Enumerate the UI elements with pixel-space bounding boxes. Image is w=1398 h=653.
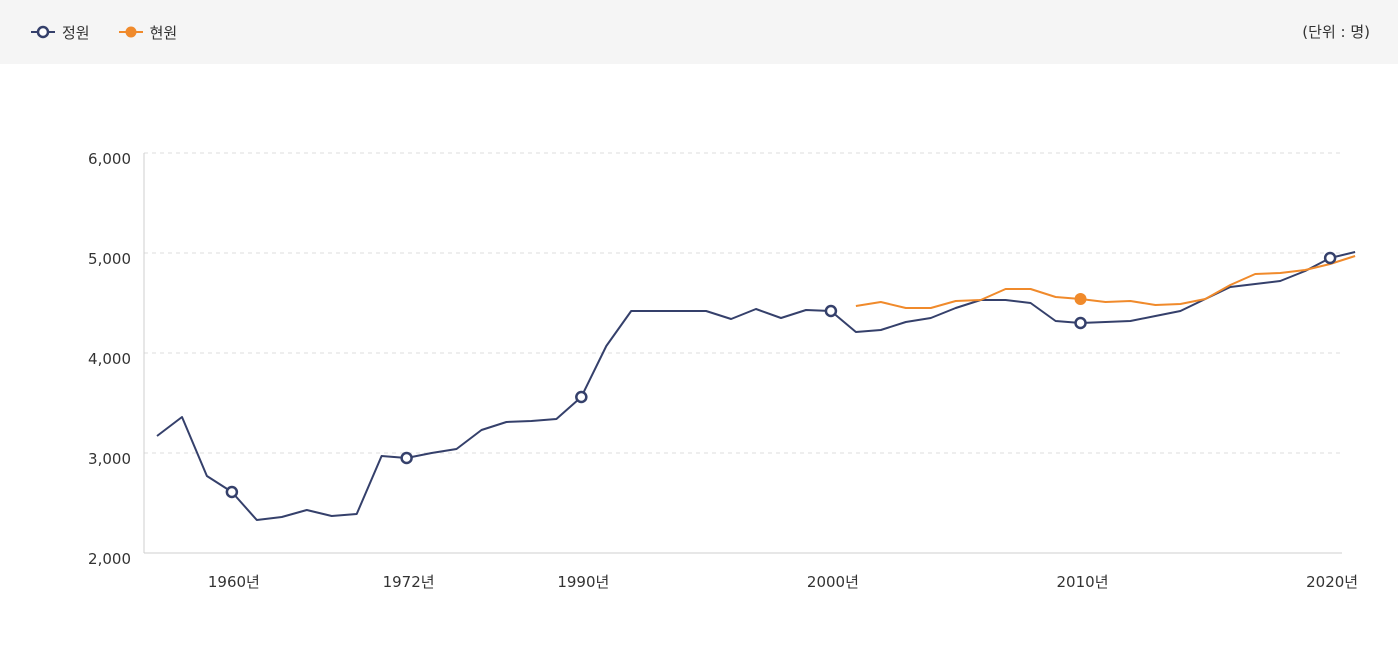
x-tick-label: 2000년 [807, 573, 859, 591]
x-tick-label: 2010년 [1057, 573, 1109, 591]
y-axis-ticks: 6,000 5,000 4,000 3,000 2,000 [88, 150, 131, 568]
data-point-hyeonwon[interactable] [1074, 293, 1087, 305]
axes [143, 153, 1342, 554]
data-point-jeongwon[interactable] [575, 390, 588, 404]
series-line-hyeonwon [855, 255, 1356, 309]
hollow-circle-line-icon [31, 25, 55, 39]
x-tick-label: 2020년 [1306, 573, 1358, 591]
data-point-jeongwon[interactable] [225, 485, 239, 499]
legend-label-jeongwon: 정원 [62, 23, 90, 42]
x-tick-label: 1960년 [208, 573, 260, 591]
legend-item-jeongwon[interactable]: 정원 [30, 22, 90, 43]
grid-lines [144, 152, 1342, 454]
filled-circle-line-icon [118, 26, 143, 38]
y-tick-label: 5,000 [88, 250, 131, 268]
data-point-jeongwon[interactable] [400, 451, 413, 465]
series-group [156, 251, 1356, 521]
legend-bar: 정원 현원 [0, 0, 1398, 64]
y-tick-label: 4,000 [88, 350, 131, 368]
data-point-jeongwon[interactable] [824, 304, 838, 318]
y-tick-label: 6,000 [88, 150, 131, 168]
y-tick-label: 3,000 [88, 450, 131, 468]
data-point-jeongwon[interactable] [1074, 316, 1087, 330]
x-tick-label: 1972년 [383, 573, 435, 591]
series-line-jeongwon [156, 251, 1356, 521]
data-point-jeongwon[interactable] [1323, 251, 1337, 265]
y-tick-label: 2,000 [88, 550, 131, 568]
unit-label: (단위 : 명) [1302, 23, 1370, 41]
legend-item-hyeonwon[interactable]: 현원 [118, 22, 178, 43]
x-tick-label: 1990년 [557, 573, 609, 591]
x-axis-ticks: 1960년 1972년 1990년 2000년 2010년 2020년 [208, 573, 1358, 591]
legend-label-hyeonwon: 현원 [149, 23, 178, 42]
